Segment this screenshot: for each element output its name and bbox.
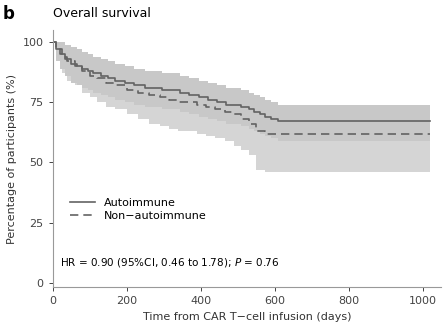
Non−autoimmune	[135, 91, 140, 95]
Autoimmune	[263, 115, 268, 119]
Autoimmune	[168, 88, 174, 92]
Autoimmune	[122, 81, 127, 85]
Non−autoimmune	[157, 95, 163, 99]
Non−autoimmune	[231, 112, 237, 116]
Non−autoimmune	[185, 100, 190, 104]
Autoimmune	[364, 119, 370, 123]
Autoimmune	[50, 40, 55, 44]
Autoimmune	[113, 79, 118, 83]
Autoimmune	[85, 69, 90, 73]
Non−autoimmune	[213, 108, 218, 112]
Autoimmune	[105, 76, 111, 80]
Non−autoimmune	[194, 103, 199, 107]
Autoimmune	[196, 95, 202, 99]
Non−autoimmune	[72, 64, 78, 68]
Autoimmune	[79, 66, 85, 70]
Line: Non−autoimmune: Non−autoimmune	[52, 42, 430, 134]
Non−autoimmune	[272, 132, 277, 136]
Autoimmune	[215, 100, 220, 104]
Autoimmune	[276, 119, 281, 123]
Non−autoimmune	[59, 55, 65, 59]
Autoimmune	[290, 119, 296, 123]
Autoimmune	[383, 119, 388, 123]
Autoimmune	[251, 110, 257, 114]
Non−autoimmune	[54, 47, 59, 51]
Text: b: b	[2, 5, 14, 23]
Non−autoimmune	[420, 132, 425, 136]
Autoimmune	[131, 84, 137, 88]
Non−autoimmune	[79, 69, 85, 73]
Non−autoimmune	[383, 132, 388, 136]
Autoimmune	[231, 103, 237, 107]
Autoimmune	[268, 117, 274, 121]
Non−autoimmune	[222, 110, 227, 114]
Non−autoimmune	[103, 81, 109, 85]
Non−autoimmune	[146, 93, 151, 97]
Autoimmune	[427, 119, 433, 123]
Non−autoimmune	[176, 100, 181, 104]
Non−autoimmune	[65, 59, 70, 63]
Autoimmune	[69, 62, 74, 66]
Autoimmune	[98, 74, 103, 78]
Autoimmune	[238, 105, 244, 109]
Autoimmune	[420, 119, 425, 123]
Legend: Autoimmune, Non−autoimmune: Autoimmune, Non−autoimmune	[66, 193, 211, 225]
Non−autoimmune	[238, 117, 244, 121]
Autoimmune	[177, 91, 183, 95]
Autoimmune	[224, 103, 229, 107]
Autoimmune	[57, 52, 63, 56]
Autoimmune	[74, 64, 79, 68]
Autoimmune	[346, 119, 351, 123]
Autoimmune	[54, 47, 59, 51]
Autoimmune	[159, 88, 164, 92]
Non−autoimmune	[263, 132, 268, 136]
Non−autoimmune	[427, 132, 433, 136]
Autoimmune	[309, 119, 314, 123]
Non−autoimmune	[246, 122, 251, 126]
Autoimmune	[246, 108, 251, 112]
Autoimmune	[187, 93, 192, 97]
Non−autoimmune	[113, 84, 118, 88]
Text: HR = 0.90 (95%CI, 0.46 to 1.78); $\it{P}$ = 0.76: HR = 0.90 (95%CI, 0.46 to 1.78); $\it{P}…	[60, 256, 280, 269]
Autoimmune	[257, 112, 263, 116]
Autoimmune	[401, 119, 407, 123]
Non−autoimmune	[94, 76, 99, 80]
Autoimmune	[90, 71, 96, 75]
Autoimmune	[63, 57, 68, 61]
Non−autoimmune	[124, 88, 129, 92]
X-axis label: Time from CAR T−cell infusion (days): Time from CAR T−cell infusion (days)	[142, 312, 351, 322]
Non−autoimmune	[203, 105, 209, 109]
Text: Overall survival: Overall survival	[52, 7, 151, 20]
Line: Autoimmune: Autoimmune	[52, 42, 430, 121]
Y-axis label: Percentage of participants (%): Percentage of participants (%)	[7, 74, 17, 244]
Non−autoimmune	[50, 40, 55, 44]
Autoimmune	[205, 98, 211, 102]
Autoimmune	[327, 119, 333, 123]
Non−autoimmune	[309, 132, 314, 136]
Autoimmune	[142, 86, 148, 90]
Non−autoimmune	[346, 132, 351, 136]
Non−autoimmune	[327, 132, 333, 136]
Non−autoimmune	[87, 74, 92, 78]
Autoimmune	[150, 86, 155, 90]
Non−autoimmune	[166, 98, 172, 102]
Non−autoimmune	[254, 129, 259, 133]
Non−autoimmune	[290, 132, 296, 136]
